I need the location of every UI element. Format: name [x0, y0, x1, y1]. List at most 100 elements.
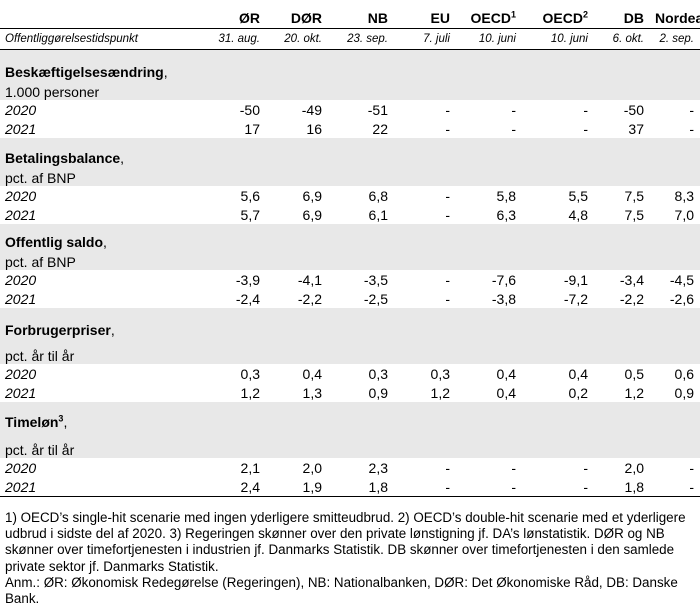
table-cell: 6,8	[368, 187, 388, 204]
table-cell: -	[445, 459, 450, 476]
publication-date: 31. aug.	[204, 28, 266, 50]
table-cell: 0,4	[568, 365, 588, 382]
table-cell: -	[522, 477, 594, 497]
table-cell: -	[583, 459, 588, 476]
section-title: Beskæftigelsesændring,	[0, 49, 204, 80]
forecast-table: ØR DØR NB EU OECD1 OECD2 DB Nordea Offen…	[0, 0, 700, 497]
col-header-oecd1: OECD1	[470, 9, 516, 26]
col-header-nordea: Nordea	[655, 10, 700, 26]
table-cell: -	[511, 120, 516, 137]
table-cell: 6,9	[302, 206, 322, 223]
table-cell: -4,5	[669, 271, 694, 288]
table-cell: -2,6	[669, 290, 694, 307]
table-cell: 0,9	[368, 384, 388, 401]
table-cell: 6,9	[302, 187, 322, 204]
col-header-nb: NB	[367, 10, 388, 26]
table-cell: -7,2	[563, 290, 588, 307]
table-row: 2020 -50 -49 -51 - - - -50 -	[0, 100, 700, 119]
col-header-oecd2: OECD2	[542, 9, 588, 26]
publication-date: 6. okt.	[594, 28, 650, 50]
publication-date: 10. juni	[456, 28, 522, 50]
table-cell: 4,8	[568, 206, 588, 223]
table-cell: -	[445, 120, 450, 137]
table-row: 2021 -2,4 -2,2 -2,5 - -3,8 -7,2 -2,2 -2,6	[0, 289, 700, 308]
table-cell: -3,9	[235, 271, 260, 288]
col-header-db: DB	[623, 10, 644, 26]
table-cell: 16	[306, 120, 322, 137]
corner-cell	[0, 0, 204, 29]
table-cell: -	[583, 101, 588, 118]
table-row: 2021 1,2 1,3 0,9 1,2 0,4 0,2 1,2 0,9	[0, 383, 700, 402]
table-cell: -	[689, 120, 694, 137]
col-header-eu: EU	[430, 10, 450, 26]
table-cell: -2,2	[619, 290, 644, 307]
table-cell: 1,2	[240, 384, 260, 401]
col-header-oer: ØR	[239, 10, 260, 26]
row-year: 2021	[5, 384, 37, 401]
footnote-mark: 1	[510, 9, 516, 20]
table-cell: 5,7	[240, 206, 260, 223]
section-title-row: Forbrugerpriser,	[0, 308, 700, 338]
table-cell: 5,8	[496, 187, 516, 204]
table-cell: -4,1	[297, 271, 322, 288]
row-year: 2021	[5, 206, 37, 223]
table-row: 2021 5,7 6,9 6,1 - 6,3 4,8 7,5 7,0	[0, 205, 700, 224]
section-title-text: Forbrugerpriser	[5, 322, 111, 338]
table-cell: -	[445, 271, 450, 288]
table-cell: 0,6	[674, 365, 694, 382]
table-cell: 0,4	[302, 365, 322, 382]
table-cell: 7,5	[624, 206, 644, 223]
table-cell: 1,8	[594, 477, 650, 497]
table-cell: 0,5	[624, 365, 644, 382]
section-title-text: Beskæftigelsesændring	[5, 64, 164, 80]
footnote-mark: 2	[582, 9, 588, 20]
publication-date: 20. okt.	[266, 28, 328, 50]
section-title-row: Offentlig saldo,	[0, 224, 700, 250]
table-cell: -	[583, 120, 588, 137]
section-unit-row: 1.000 personer	[0, 80, 700, 100]
row-year: 2020	[5, 459, 37, 476]
table-cell: -	[650, 477, 700, 497]
publication-date: 7. juli	[394, 28, 456, 50]
section-title: Timeløn3,	[0, 402, 204, 430]
section-title-row: Timeløn3,	[0, 402, 700, 430]
table-cell: -	[511, 101, 516, 118]
table-cell: 2,4	[204, 477, 266, 497]
table-cell: 22	[372, 120, 388, 137]
footnotes: 1) OECD’s single-hit scenarie med ingen …	[5, 510, 697, 607]
row-year: 2020	[5, 101, 37, 118]
table-cell: -	[394, 477, 456, 497]
table-cell: -3,8	[491, 290, 516, 307]
table-cell: -49	[301, 101, 322, 118]
table-cell: -	[445, 290, 450, 307]
table-cell: 1,2	[624, 384, 644, 401]
section-title: Betalingsbalance,	[0, 138, 204, 166]
table-cell: -2,4	[235, 290, 260, 307]
table-cell: -9,1	[563, 271, 588, 288]
table-cell: -	[445, 101, 450, 118]
table-cell: 0,3	[240, 365, 260, 382]
table-cell: -2,5	[363, 290, 388, 307]
table-cell: 7,5	[624, 187, 644, 204]
row-year: 2020	[5, 365, 37, 382]
row-year: 2020	[5, 271, 37, 288]
footnote-text: 1) OECD’s single-hit scenarie med ingen …	[5, 510, 686, 574]
table-cell: 37	[628, 120, 644, 137]
section-unit-row: pct. af BNP	[0, 250, 700, 270]
table-cell: 0,4	[496, 365, 516, 382]
section-unit-row: pct. år til år	[0, 338, 700, 364]
table-cell: 2,0	[302, 459, 322, 476]
table-cell: 5,6	[240, 187, 260, 204]
table-row: 2021 2,4 1,9 1,8- - -1,8-	[0, 477, 700, 497]
publication-date-label: Offentliggørelsestidspunkt	[0, 28, 204, 50]
publication-date-row: Offentliggørelsestidspunkt 31. aug. 20. …	[0, 28, 700, 50]
table-cell: 8,3	[674, 187, 694, 204]
table-cell: 0,3	[430, 365, 450, 382]
table-cell: -3,5	[363, 271, 388, 288]
section-title-text: Betalingsbalance	[5, 150, 121, 166]
col-header-doer: DØR	[290, 10, 322, 26]
section-title: Offentlig saldo,	[0, 224, 204, 250]
table-cell: -	[445, 206, 450, 223]
section-title-row: Beskæftigelsesændring,	[0, 49, 700, 80]
table-cell: -	[689, 459, 694, 476]
